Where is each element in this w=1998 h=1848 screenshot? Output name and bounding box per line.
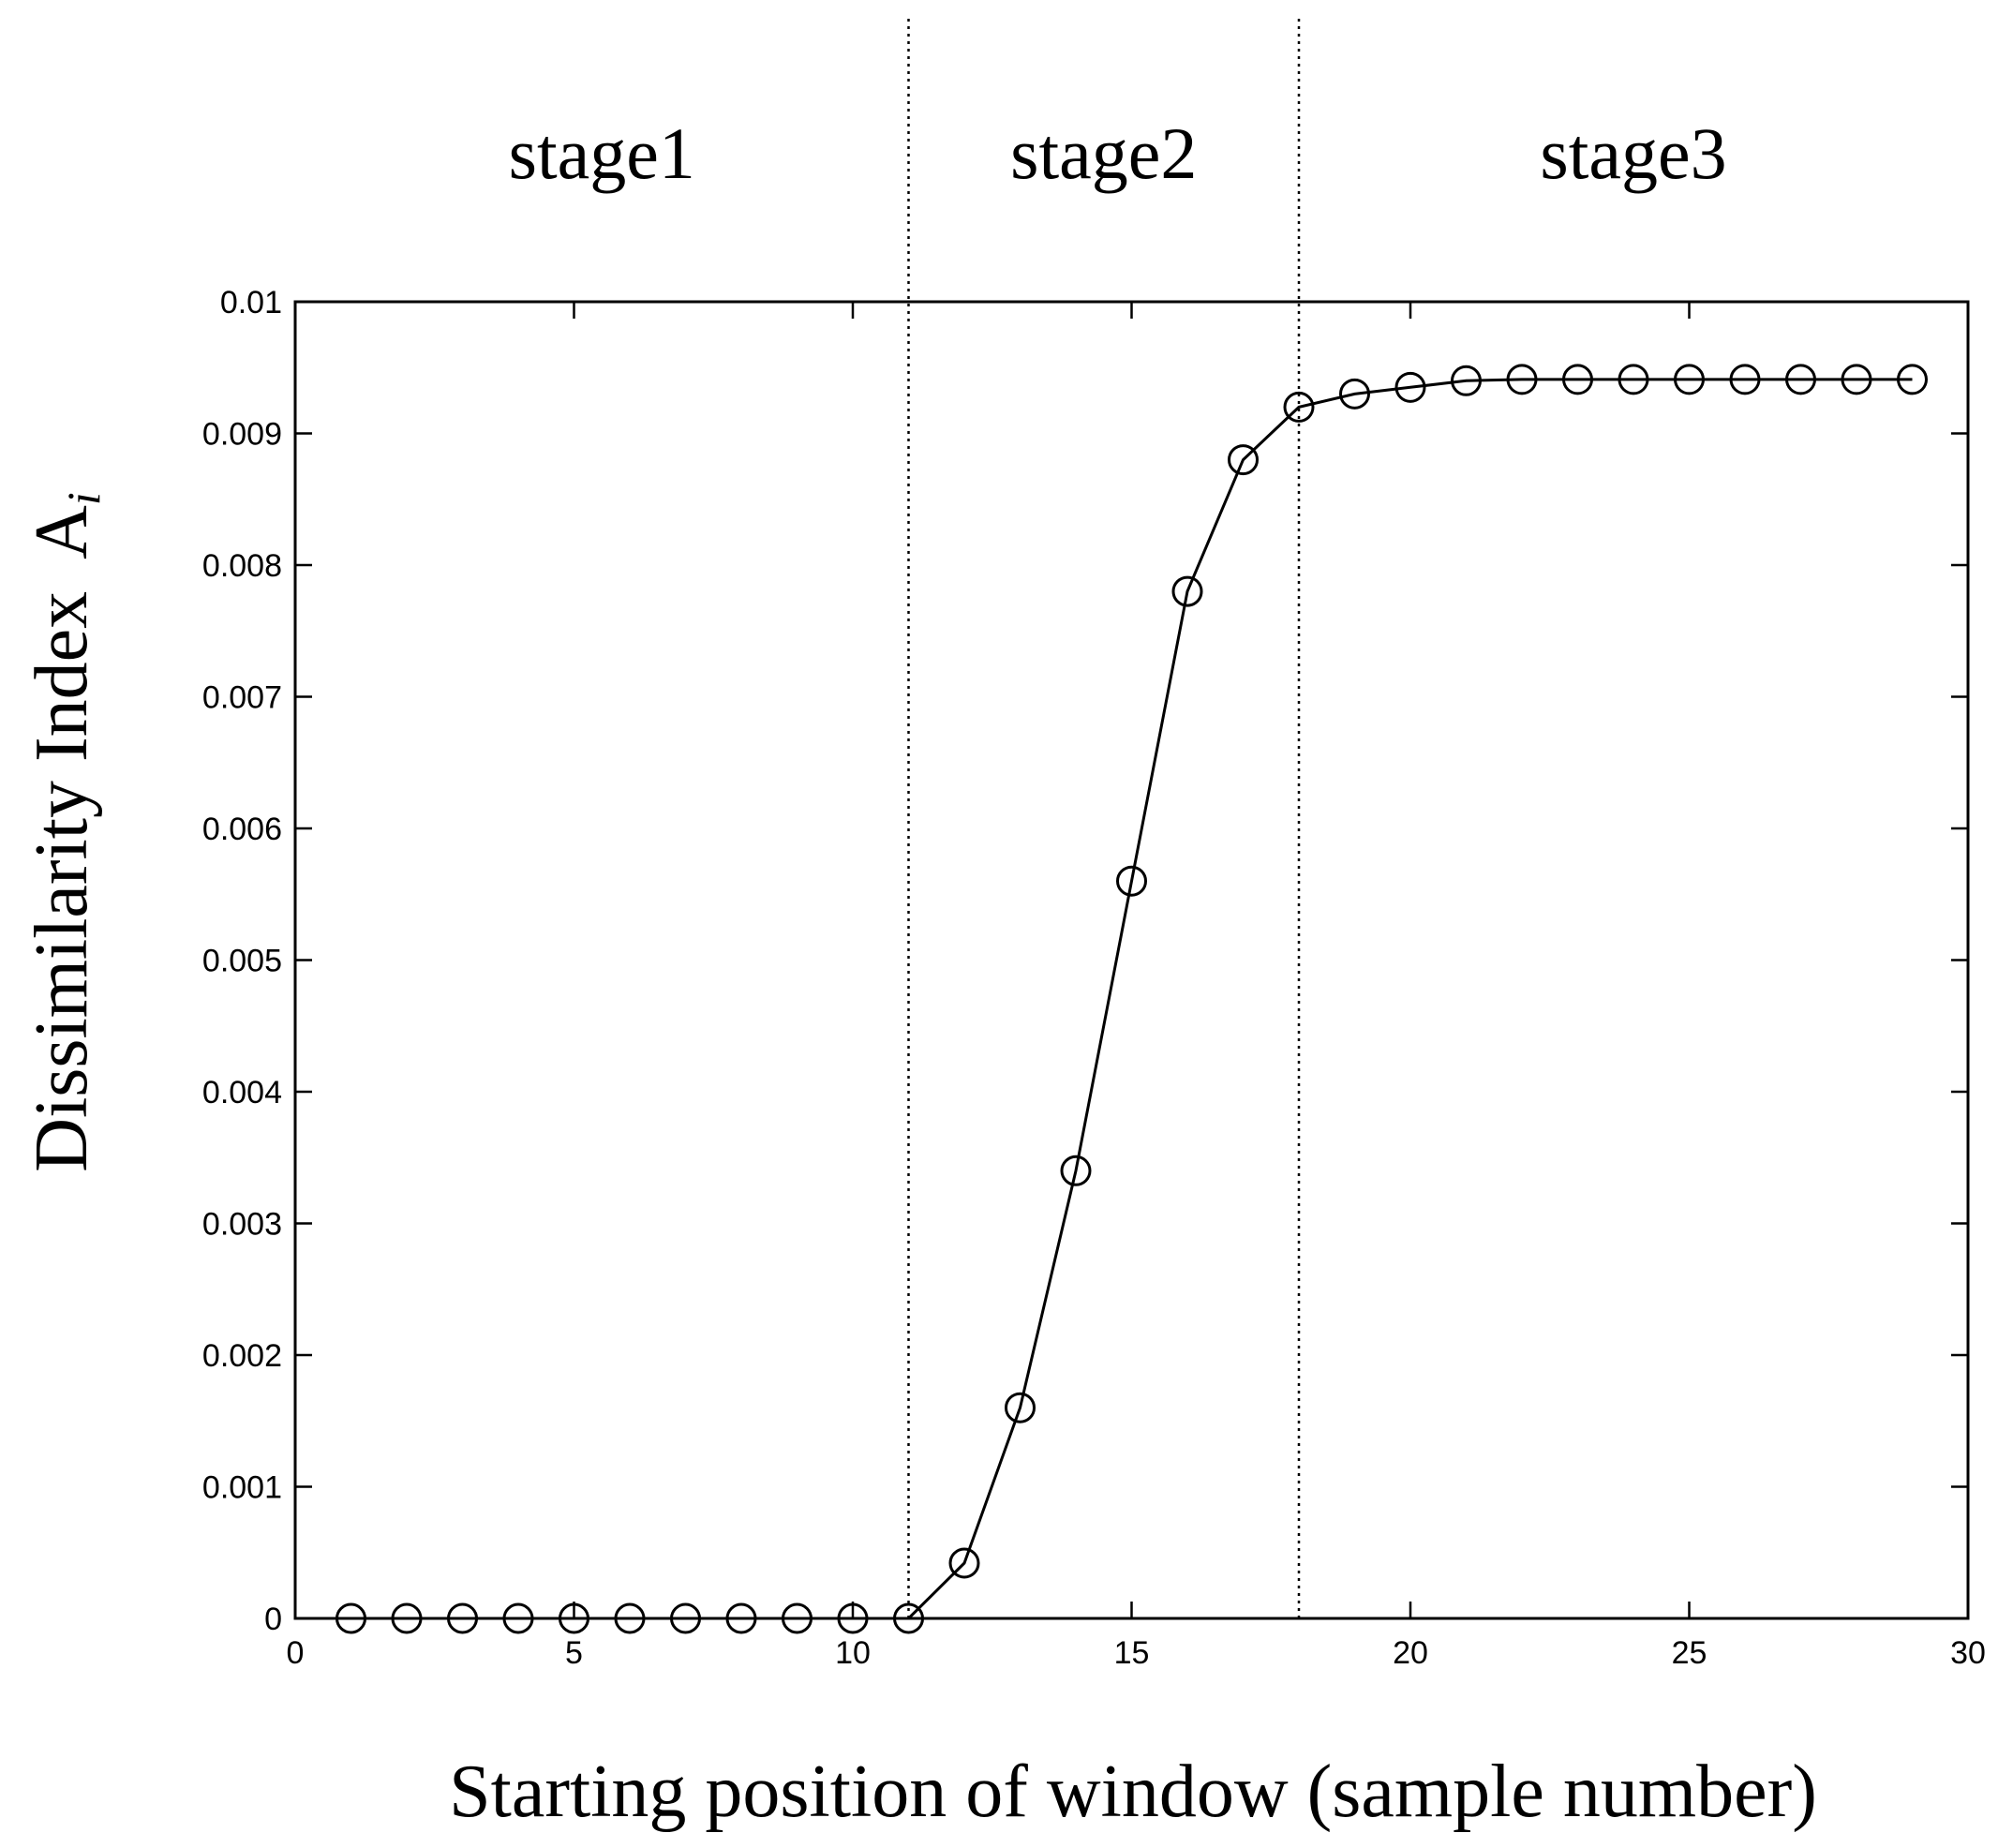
data-point-marker: [1562, 364, 1593, 395]
data-point-marker: [1283, 391, 1315, 423]
data-point-marker: [502, 1602, 534, 1634]
y-tick-label: 0.005: [202, 944, 282, 979]
data-point-marker: [614, 1602, 646, 1634]
data-point-marker: [782, 1602, 813, 1634]
y-tick-label: 0.007: [202, 680, 282, 716]
x-tick-label: 10: [835, 1635, 871, 1671]
data-point-marker: [1729, 364, 1761, 395]
data-point-marker: [1060, 1155, 1092, 1186]
data-point-marker: [1228, 444, 1259, 476]
data-point-marker: [1451, 365, 1482, 396]
data-point-marker: [335, 1602, 366, 1634]
y-axis-label: Dissimilarity Index Ai: [21, 492, 110, 1172]
data-point-marker: [1785, 364, 1816, 395]
y-tick-label: 0.006: [202, 812, 282, 847]
x-tick-label: 0: [287, 1635, 305, 1671]
x-tick-label: 5: [565, 1635, 583, 1671]
y-axis-ticks: [295, 300, 1968, 1620]
y-axis-tick-labels: 0 0.001 0.002 0.003 0.004 0.005 0.006 0.007 0.00…: [202, 285, 282, 1637]
x-axis-tick-labels: 0 5 10 15 20 25 30: [287, 1635, 1986, 1671]
x-tick-label: 15: [1114, 1635, 1150, 1671]
y-tick-label: 0.009: [202, 417, 282, 453]
data-point-marker: [948, 1547, 980, 1579]
data-point-marker: [1171, 575, 1203, 607]
data-point-marker: [1506, 364, 1538, 395]
stage-labels: stage1 stage2 stage3: [509, 112, 1727, 194]
data-point-marker: [1339, 378, 1370, 410]
data-point-marker: [1897, 364, 1928, 395]
data-point-marker: [391, 1602, 423, 1634]
y-tick-label: 0.008: [202, 548, 282, 584]
y-tick-label: 0.01: [220, 285, 282, 320]
x-axis-ticks: [293, 302, 1970, 1618]
y-axis-label-text: Dissimilarity Index: [21, 591, 103, 1172]
data-point-marker: [1618, 364, 1649, 395]
data-point-marker: [559, 1602, 589, 1634]
y-tick-label: 0: [264, 1602, 282, 1637]
x-tick-label: 20: [1393, 1635, 1428, 1671]
y-axis-label-symbol: A: [21, 505, 103, 559]
y-tick-label: 0.001: [202, 1470, 282, 1506]
data-point-marker: [837, 1602, 869, 1634]
x-axis-label: Starting position of window (sample numb…: [449, 1751, 1817, 1833]
data-point-marker: [447, 1602, 478, 1634]
data-point-marker: [1841, 364, 1872, 395]
y-tick-label: 0.003: [202, 1207, 282, 1243]
x-tick-label: 25: [1672, 1635, 1707, 1671]
stage-label-2: stage2: [1010, 112, 1197, 194]
data-point-marker: [670, 1602, 701, 1634]
data-point-marker: [1674, 364, 1705, 395]
y-axis-label-subscript: i: [57, 492, 110, 505]
x-tick-label: 30: [1950, 1635, 1986, 1671]
data-point-marker: [1394, 371, 1426, 403]
data-point-marker: [725, 1602, 757, 1634]
data-point-marker: [893, 1602, 924, 1634]
series-markers: [335, 364, 1928, 1634]
stage-label-3: stage3: [1540, 112, 1726, 194]
y-tick-label: 0.002: [202, 1338, 282, 1374]
stage-label-1: stage1: [509, 112, 695, 194]
y-tick-label: 0.004: [202, 1075, 282, 1110]
data-point-marker: [1005, 1392, 1036, 1423]
series-line: [350, 378, 1913, 1620]
data-point-marker: [1116, 865, 1147, 897]
